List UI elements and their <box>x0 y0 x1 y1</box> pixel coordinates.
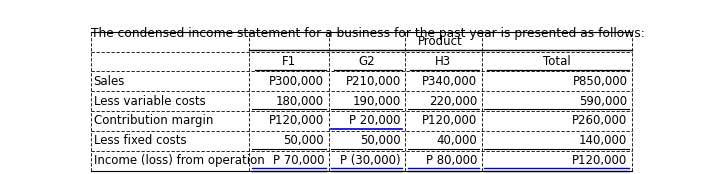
Text: P 80,000: P 80,000 <box>426 154 477 167</box>
Text: 190,000: 190,000 <box>352 95 400 108</box>
Text: Product: Product <box>418 35 463 48</box>
Text: 140,000: 140,000 <box>579 134 627 147</box>
Text: P120,000: P120,000 <box>422 114 477 128</box>
Text: P120,000: P120,000 <box>269 114 324 128</box>
Text: Income (loss) from operation: Income (loss) from operation <box>94 154 264 167</box>
Text: 590,000: 590,000 <box>580 95 627 108</box>
Text: P850,000: P850,000 <box>572 75 627 88</box>
Text: Sales: Sales <box>94 75 125 88</box>
Text: P 20,000: P 20,000 <box>349 114 400 128</box>
Text: P (30,000): P (30,000) <box>340 154 400 167</box>
Text: 50,000: 50,000 <box>283 134 324 147</box>
Text: P120,000: P120,000 <box>572 154 627 167</box>
Text: H3: H3 <box>435 55 451 68</box>
Text: 50,000: 50,000 <box>360 134 400 147</box>
Text: F1: F1 <box>282 55 296 68</box>
Text: Total: Total <box>543 55 570 68</box>
Text: 180,000: 180,000 <box>276 95 324 108</box>
Text: Less fixed costs: Less fixed costs <box>94 134 186 147</box>
Text: The condensed income statement for a business for the past year is presented as : The condensed income statement for a bus… <box>91 27 644 40</box>
Text: P300,000: P300,000 <box>269 75 324 88</box>
Text: P 70,000: P 70,000 <box>273 154 324 167</box>
Text: 220,000: 220,000 <box>429 95 477 108</box>
Text: P210,000: P210,000 <box>345 75 400 88</box>
Text: Contribution margin: Contribution margin <box>94 114 213 128</box>
Text: P260,000: P260,000 <box>572 114 627 128</box>
Text: G2: G2 <box>358 55 375 68</box>
Text: P340,000: P340,000 <box>422 75 477 88</box>
Text: 40,000: 40,000 <box>436 134 477 147</box>
Text: Less variable costs: Less variable costs <box>94 95 205 108</box>
